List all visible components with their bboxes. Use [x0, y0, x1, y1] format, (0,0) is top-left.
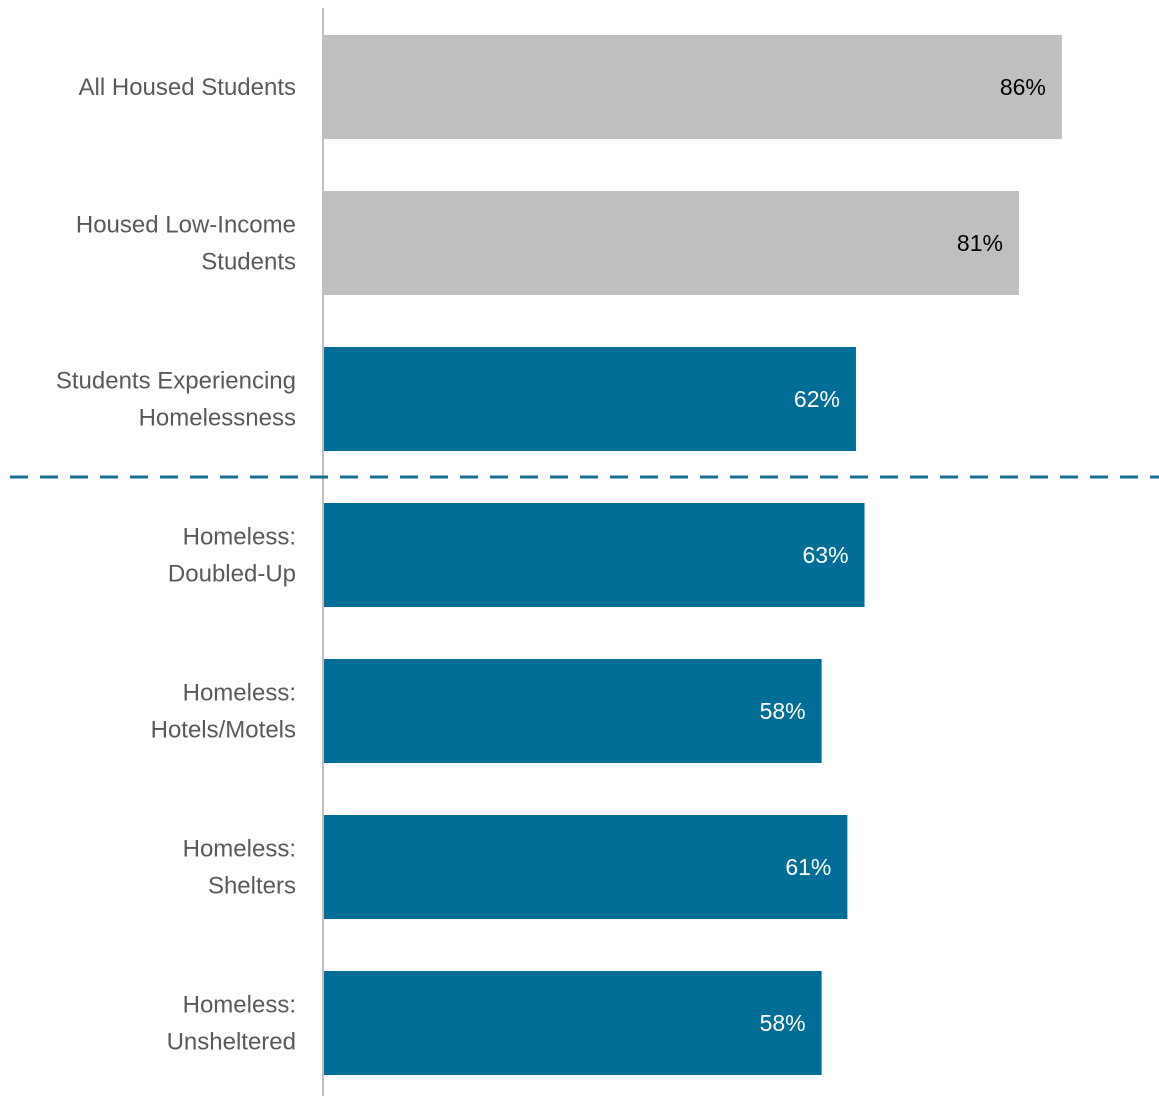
bar-1	[324, 191, 1019, 295]
category-label-4-line-1: Hotels/Motels	[151, 717, 296, 744]
bar-2	[324, 347, 856, 451]
category-label-2-line-0: Students Experiencing	[56, 368, 296, 395]
bar-5	[324, 815, 848, 919]
data-label-0: 86%	[1000, 74, 1046, 100]
category-label-1-line-0: Housed Low-Income	[76, 212, 296, 239]
category-label-6: Homeless: Unsheltered	[167, 992, 296, 1056]
data-label-1: 81%	[957, 230, 1003, 256]
category-label-3: Homeless: Doubled-Up	[168, 524, 296, 588]
bar-0	[324, 35, 1062, 139]
data-label-4: 58%	[760, 698, 806, 724]
category-label-2-line-1: Homelessness	[139, 405, 296, 432]
category-label-3-line-1: Doubled-Up	[168, 561, 296, 588]
category-label-5: Homeless: Shelters	[183, 836, 296, 900]
category-label-2: Students Experiencing Homelessness	[56, 368, 296, 432]
category-label-3-line-0: Homeless:	[183, 524, 296, 551]
bar-4	[324, 659, 822, 763]
category-label-0: All Housed Students	[79, 74, 296, 101]
data-label-6: 58%	[760, 1010, 806, 1036]
data-label-5: 61%	[785, 854, 831, 880]
category-label-6-line-0: Homeless:	[183, 992, 296, 1019]
bar-3	[324, 503, 865, 607]
data-label-3: 63%	[802, 542, 848, 568]
data-label-2: 62%	[794, 386, 840, 412]
category-label-1-line-1: Students	[201, 249, 296, 276]
category-label-5-line-0: Homeless:	[183, 836, 296, 863]
category-label-1: Housed Low-Income Students	[76, 212, 296, 276]
category-label-5-line-1: Shelters	[208, 873, 296, 900]
category-label-0-line-0: All Housed Students	[79, 74, 296, 101]
bar-6	[324, 971, 822, 1075]
category-label-4-line-0: Homeless:	[183, 680, 296, 707]
category-label-6-line-1: Unsheltered	[167, 1029, 296, 1056]
category-label-4: Homeless: Hotels/Motels	[151, 680, 296, 744]
